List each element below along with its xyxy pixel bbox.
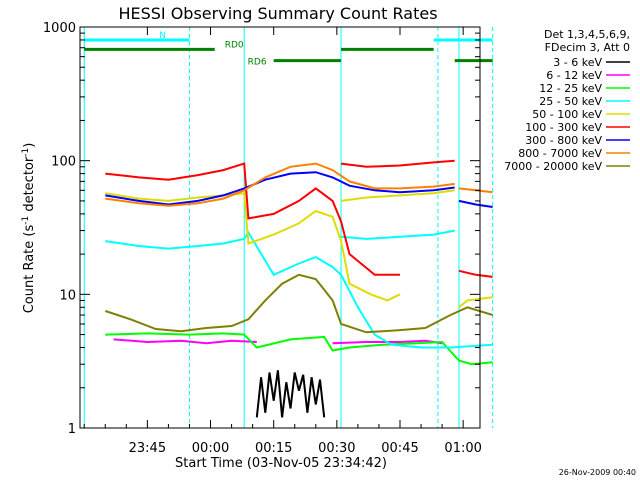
series-line [105, 192, 401, 302]
legend-header-line: FDecim 3, Att 0 [545, 41, 630, 54]
state-bar-label: RD0 [225, 40, 244, 50]
y-axis: 1 10 100 1000 [43, 21, 480, 437]
series-line [458, 269, 493, 278]
legend-entry-label: 7000 - 20000 keV [504, 160, 602, 173]
x-tick-label: 00:45 [381, 441, 418, 456]
series-line [113, 338, 257, 345]
series-line [340, 189, 455, 202]
series-line [340, 159, 455, 168]
series-line [332, 339, 443, 345]
x-tick-label: 00:15 [255, 441, 292, 456]
y-tick-label: 10 [59, 288, 76, 303]
legend-entry-label: 50 - 100 keV [532, 108, 602, 121]
series-line [105, 171, 455, 206]
svg-text:Count Rate (s-1 detector-1): Count Rate (s-1 detector-1) [21, 143, 37, 314]
legend-header-line: Det 1,3,4,5,6,9, [544, 28, 630, 41]
series-line [104, 273, 493, 334]
y-axis-label-exponent: -1 [21, 216, 31, 225]
y-axis-label-part: detector [22, 156, 37, 216]
legend-entry-label: 800 - 7000 keV [518, 147, 602, 160]
state-bar-label: N [159, 31, 166, 41]
state-bar-label: RD6 [248, 58, 267, 68]
y-tick-label: 100 [51, 155, 76, 170]
plot-frame [79, 26, 481, 429]
legend-entry-label: 300 - 800 keV [525, 134, 602, 147]
legend: Det 1,3,4,5,6,9, FDecim 3, Att 0 3 - 6 k… [504, 28, 630, 173]
footer-timestamp: 26-Nov-2009 00:40 [559, 468, 636, 477]
series-line [255, 370, 326, 418]
legend-entry-label: 100 - 300 keV [525, 121, 602, 134]
vertical-markers [83, 27, 494, 428]
y-axis-label: Count Rate (s-1 detector-1) [21, 143, 37, 314]
legend-entry-label: 12 - 25 keV [539, 82, 602, 95]
x-tick-label: 00:00 [192, 441, 229, 456]
axes-layer [79, 26, 481, 429]
series-line [341, 229, 455, 240]
chart-title: HESSI Observing Summary Count Rates [118, 4, 437, 23]
x-axis: 23:45 00:00 00:15 00:30 00:45 01:00 [83, 27, 482, 456]
series-line [105, 332, 493, 366]
x-axis-label: Start Time (03-Nov-05 23:34:42) [175, 456, 387, 471]
legend-entry-label: 3 - 6 keV [553, 56, 602, 69]
series-line [105, 162, 455, 207]
series-line [458, 296, 493, 309]
legend-entry-label: 25 - 50 keV [539, 95, 602, 108]
y-tick-label: 1000 [43, 21, 76, 36]
state-bars: N RD0 RD6 [84, 31, 493, 68]
series-layer [104, 159, 493, 418]
y-tick-label: 1 [68, 422, 76, 437]
x-tick-label: 00:30 [318, 441, 355, 456]
x-tick-label: 01:00 [444, 441, 481, 456]
x-tick-label: 23:45 [129, 441, 166, 456]
legend-entry-label: 6 - 12 keV [546, 69, 602, 82]
y-axis-label-part: ) [22, 143, 37, 148]
series-line [105, 162, 400, 276]
series-line [105, 230, 493, 349]
y-axis-label-part: Count Rate (s [22, 225, 37, 314]
series-line [458, 199, 493, 208]
y-axis-label-exponent: -1 [21, 148, 31, 157]
